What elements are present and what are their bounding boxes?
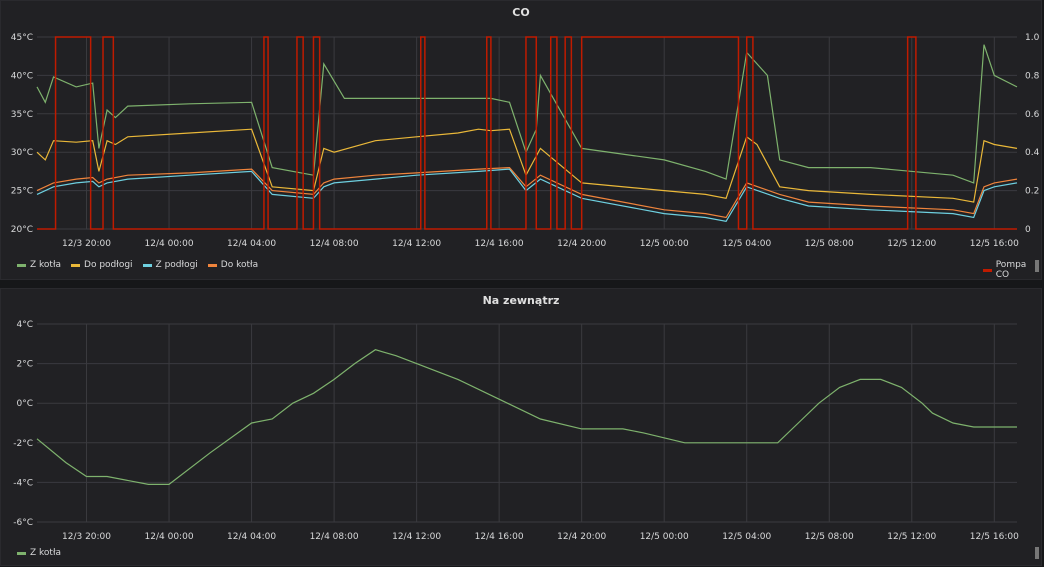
x-tick-label: 12/5 08:00	[805, 532, 854, 542]
y2-tick-label: 1.0	[1025, 33, 1040, 43]
x-tick-label: 12/5 00:00	[640, 239, 689, 249]
y-tick-label: -6°C	[13, 518, 33, 528]
series-line	[36, 168, 1018, 222]
x-tick-label: 12/4 00:00	[145, 239, 194, 249]
y-tick-label: 30°C	[11, 148, 33, 158]
x-tick-label: 12/4 16:00	[475, 239, 524, 249]
co-legend: Z kotła Do podłogi Z podłogi Do kotła	[17, 260, 258, 270]
x-tick-label: 12/3 20:00	[62, 239, 111, 249]
x-tick-label: 12/4 08:00	[310, 239, 359, 249]
series-line	[36, 128, 1018, 203]
x-tick-label: 12/5 04:00	[722, 239, 771, 249]
y-tick-label: 45°C	[11, 33, 33, 43]
y-tick-label: 0°C	[16, 399, 33, 409]
legend-swatch	[17, 551, 26, 555]
series-line	[36, 166, 1018, 219]
x-tick-label: 12/4 12:00	[392, 532, 441, 542]
y-tick-label: 35°C	[11, 110, 33, 120]
x-tick-label: 12/5 16:00	[970, 532, 1019, 542]
x-tick-label: 12/5 12:00	[887, 239, 936, 249]
co-legend-right: Pompa CO	[983, 260, 1041, 280]
x-tick-label: 12/5 04:00	[722, 532, 771, 542]
y2-tick-label: 0.4	[1025, 148, 1040, 158]
x-tick-label: 12/5 16:00	[970, 239, 1019, 249]
x-tick-label: 12/4 00:00	[145, 532, 194, 542]
legend-item[interactable]: Z kotła	[17, 548, 61, 558]
series-line	[36, 349, 1017, 485]
legend-swatch	[71, 263, 81, 267]
resize-handle[interactable]	[1035, 547, 1039, 559]
outside-chart[interactable]: -6°C -4°C -2°C 0°C 2°C 4°C 12/3 20:00 12/4 00:0…	[1, 289, 1043, 567]
panel-title-co[interactable]: CO	[512, 6, 530, 19]
y-tick-label: -4°C	[13, 478, 33, 488]
x-tick-label: 12/4 04:00	[227, 532, 276, 542]
legend-label: Z kotła	[30, 548, 62, 558]
x-tick-label: 12/5 12:00	[887, 532, 936, 542]
y-tick-label: 25°C	[11, 187, 33, 197]
co-chart[interactable]: 20°C 25°C 30°C 35°C 40°C 45°C 0 0.2 0.4 0.6 0.8 1.0…	[1, 1, 1043, 281]
y-tick-label: 2°C	[16, 360, 33, 370]
legend-swatch	[983, 268, 992, 272]
y-tick-label: -2°C	[13, 439, 33, 449]
series-line-pompa	[37, 36, 1017, 230]
y2-tick-label: 0.6	[1025, 110, 1040, 120]
y2-tick-label: 0.2	[1025, 187, 1039, 197]
x-tick-label: 12/5 08:00	[805, 239, 854, 249]
legend-item[interactable]: Z kotła	[17, 260, 61, 270]
outside-panel: Na zewnątrz -6°C -4°C -2°C 0°C 2°C 4°C 12/3 20…	[0, 288, 1042, 566]
x-tick-label: 12/4 04:00	[227, 239, 276, 249]
legend-label: Pompa CO	[995, 260, 1027, 280]
x-tick-label: 12/4 08:00	[310, 532, 359, 542]
x-tick-label: 12/5 00:00	[640, 532, 689, 542]
legend-swatch	[17, 263, 26, 267]
legend-swatch	[142, 263, 152, 267]
x-tick-label: 12/4 12:00	[392, 239, 441, 249]
y-tick-label: 40°C	[11, 71, 33, 81]
x-tick-label: 12/4 16:00	[475, 532, 524, 542]
x-tick-label: 12/4 20:00	[557, 532, 606, 542]
series-line	[36, 44, 1018, 184]
legend-label: Z podłogi	[155, 260, 198, 270]
x-tick-label: 12/3 20:00	[62, 532, 111, 542]
legend-label: Do podłogi	[84, 260, 133, 270]
outside-legend: Z kotła	[17, 548, 61, 558]
resize-handle[interactable]	[1035, 260, 1039, 272]
legend-item[interactable]: Do kotła	[207, 260, 259, 270]
legend-label: Do kotła	[220, 260, 259, 270]
x-tick-label: 12/4 20:00	[557, 239, 606, 249]
legend-item[interactable]: Pompa CO	[983, 260, 1041, 280]
y-tick-label: 20°C	[11, 225, 33, 235]
co-panel: CO 20°C 25°C 30°C 35°C 40°C 45°C 0 0.2 0.4 0.6 0.8…	[0, 0, 1042, 280]
legend-item[interactable]: Z podłogi	[142, 260, 198, 270]
legend-item[interactable]: Do podłogi	[71, 260, 133, 270]
y2-tick-label: 0	[1025, 225, 1031, 235]
legend-swatch	[207, 263, 217, 267]
panel-title-outside[interactable]: Na zewnątrz	[482, 294, 560, 307]
y-tick-label: 4°C	[16, 320, 33, 330]
y2-tick-label: 0.8	[1025, 71, 1040, 81]
legend-label: Z kotła	[30, 260, 62, 270]
